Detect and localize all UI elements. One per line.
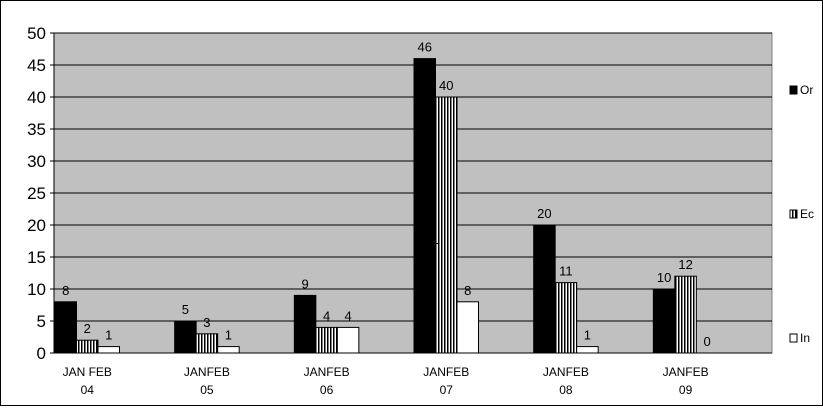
bar-or bbox=[533, 224, 556, 354]
legend-label-in: In bbox=[800, 331, 810, 345]
x-tick-label-line2: 09 bbox=[679, 383, 693, 397]
x-axis-ticks: JAN FEB 04 JANFEB 05 JANFEB 06 JANFEB 07 JANFEB 0… bbox=[63, 365, 709, 397]
data-label: 20 bbox=[537, 206, 551, 221]
data-label: 1 bbox=[105, 328, 112, 343]
y-tick-label: 30 bbox=[27, 152, 46, 171]
x-tick-label-line1: JANFEB bbox=[184, 365, 230, 379]
y-tick-label: 10 bbox=[27, 280, 46, 299]
bar-or bbox=[54, 301, 77, 354]
legend-label-or: Or bbox=[800, 83, 813, 97]
data-label: 8 bbox=[464, 283, 471, 298]
data-label: 1 bbox=[225, 328, 232, 343]
x-tick-label-line2: 07 bbox=[440, 383, 454, 397]
data-label: 4 bbox=[344, 308, 351, 323]
bar-ec bbox=[315, 326, 338, 354]
y-tick-label: 35 bbox=[27, 120, 46, 139]
bars bbox=[54, 58, 697, 354]
data-label: 10 bbox=[657, 270, 671, 285]
bar-or bbox=[174, 320, 197, 354]
axes bbox=[53, 33, 772, 354]
bar-or bbox=[652, 288, 676, 354]
x-tick-label-line1: JANFEB bbox=[663, 365, 709, 379]
y-tick-label: 5 bbox=[37, 312, 46, 331]
y-tick-label: 25 bbox=[27, 184, 46, 203]
x-tick-label-line1: JAN FEB bbox=[63, 365, 112, 379]
legend-label-ec: Ec bbox=[800, 207, 814, 221]
data-label: 8 bbox=[62, 283, 69, 298]
y-tick-label: 20 bbox=[27, 216, 46, 235]
y-tick-label: 45 bbox=[27, 56, 46, 75]
bar-in bbox=[336, 326, 360, 354]
bar-in bbox=[576, 346, 599, 354]
legend-swatch-or bbox=[789, 85, 798, 95]
bar-or bbox=[413, 58, 436, 354]
data-label: 46 bbox=[418, 40, 432, 55]
x-tick-label-line1: JANFEB bbox=[543, 365, 589, 379]
x-tick-label-line2: 08 bbox=[559, 383, 573, 397]
y-tick-label: 50 bbox=[27, 24, 46, 43]
x-tick-label-line2: 06 bbox=[320, 383, 334, 397]
data-label: 9 bbox=[301, 276, 308, 291]
data-label: 2 bbox=[84, 321, 91, 336]
data-label: 11 bbox=[559, 264, 573, 279]
y-axis-ticks: 0 5 10 15 20 25 30 35 40 45 50 bbox=[27, 24, 54, 363]
legend-swatch-in bbox=[789, 333, 798, 343]
bar-ec bbox=[435, 96, 458, 354]
bar-ec bbox=[674, 275, 697, 354]
x-tick-label-line2: 05 bbox=[200, 383, 214, 397]
bar-ec bbox=[195, 333, 219, 354]
data-label: 1 bbox=[584, 328, 591, 343]
data-label: 4 bbox=[323, 308, 330, 323]
bar-in bbox=[97, 346, 120, 354]
bar-in bbox=[456, 301, 479, 354]
y-tick-label: 0 bbox=[37, 344, 46, 363]
legend: Or Ec In bbox=[789, 83, 814, 345]
x-tick-label-line2: 04 bbox=[81, 383, 95, 397]
data-label: 5 bbox=[182, 302, 189, 317]
bar-or bbox=[293, 294, 317, 354]
gridlines bbox=[54, 32, 772, 322]
y-tick-label: 15 bbox=[27, 248, 46, 267]
data-label: 3 bbox=[203, 315, 210, 330]
bar-ec bbox=[76, 339, 99, 354]
data-label: 12 bbox=[678, 257, 692, 272]
bar-ec bbox=[554, 282, 578, 354]
legend-swatch-ec bbox=[789, 209, 798, 219]
data-label: 0 bbox=[703, 334, 710, 349]
y-tick-label: 40 bbox=[27, 88, 46, 107]
data-label: 40 bbox=[439, 78, 453, 93]
x-tick-label-line1: JANFEB bbox=[304, 365, 350, 379]
data-label-extra: 1 bbox=[432, 232, 439, 247]
x-tick-label-line1: JANFEB bbox=[423, 365, 469, 379]
bar-in bbox=[217, 346, 240, 354]
